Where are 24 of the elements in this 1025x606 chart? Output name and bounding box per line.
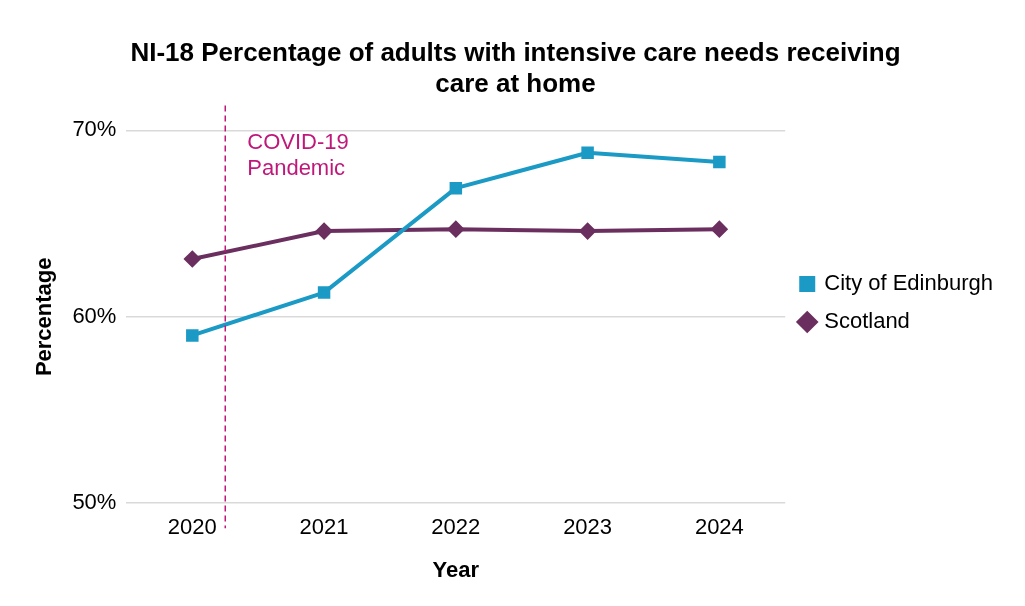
point xyxy=(449,181,463,195)
chart-title: NI-18 Percentage of adults with intensive care needs receiving care at home xyxy=(130,36,901,98)
x-tick-label: 2020 xyxy=(167,514,217,540)
point xyxy=(186,329,199,342)
y-tick-label: 60% xyxy=(72,302,117,328)
ref-line-label: COVID-19 Pandemic xyxy=(247,129,349,181)
point xyxy=(447,221,464,238)
y-tick-label: 70% xyxy=(72,116,117,142)
legend-label: City of Edinburgh xyxy=(824,270,994,296)
point xyxy=(711,221,728,238)
y-tick-label: 50% xyxy=(72,489,117,515)
point xyxy=(581,146,594,160)
y-axis-title: Percentage xyxy=(31,257,57,377)
point xyxy=(316,223,333,240)
x-tick-label: 2024 xyxy=(694,514,744,540)
x-tick-label: 2021 xyxy=(299,514,349,540)
point xyxy=(713,155,726,169)
legend-label: Scotland xyxy=(824,308,910,334)
point xyxy=(184,251,201,268)
x-axis-title: Year xyxy=(432,556,480,582)
x-tick-label: 2022 xyxy=(431,514,481,540)
x-tick-label: 2023 xyxy=(563,514,613,540)
point xyxy=(579,223,596,240)
point xyxy=(317,286,331,299)
